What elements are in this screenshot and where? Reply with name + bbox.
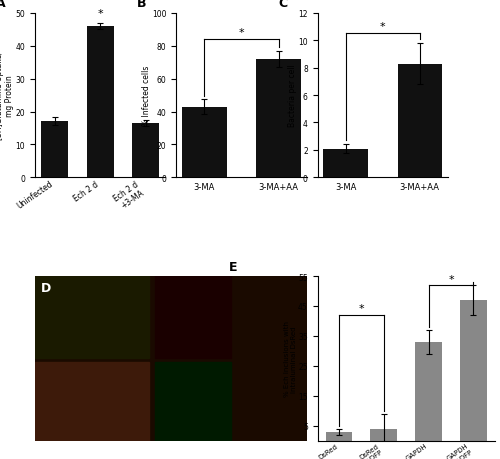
Bar [324,149,368,178]
Text: *: * [448,274,454,284]
Bar [182,107,226,178]
Bar [460,300,487,441]
Text: B: B [137,0,146,10]
Y-axis label: Bacteria per cell: Bacteria per cell [288,65,297,127]
Text: C: C [278,0,287,10]
Y-axis label: [3H]Glutamine Uptake/
mg Protein: [3H]Glutamine Uptake/ mg Protein [0,51,14,140]
Bar [154,276,230,358]
Text: E: E [229,260,237,273]
Text: *: * [380,22,386,32]
Text: A: A [0,0,6,10]
Bar [41,122,68,178]
Bar [398,64,442,178]
Bar [35,276,149,358]
Bar [370,429,398,441]
Bar [154,362,230,441]
Text: D: D [40,281,50,294]
Y-axis label: % Ech Inclusions with
Intraluminal DsRed: % Ech Inclusions with Intraluminal DsRed [284,321,296,397]
Bar [35,362,149,441]
Bar [326,431,352,441]
Bar [86,27,114,178]
Text: *: * [238,28,244,39]
Bar [132,124,160,178]
Bar [256,60,300,178]
Text: *: * [98,9,103,19]
Text: *: * [358,304,364,314]
Y-axis label: % Infected cells: % Infected cells [142,66,150,126]
Bar [415,342,442,441]
